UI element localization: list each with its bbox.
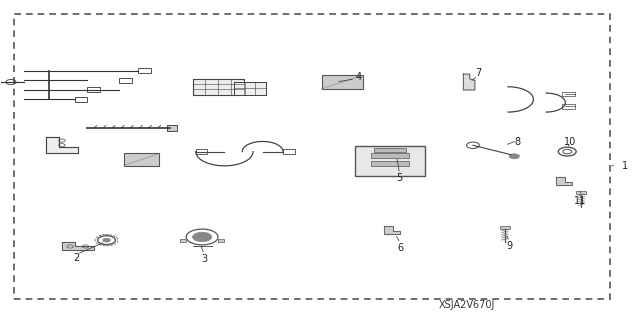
Text: 6: 6 bbox=[397, 243, 403, 253]
Text: XSJA2V670J: XSJA2V670J bbox=[438, 300, 495, 310]
Text: 3: 3 bbox=[201, 254, 207, 264]
Bar bbox=[88, 87, 100, 93]
Bar bbox=[500, 226, 510, 229]
Bar bbox=[374, 148, 406, 152]
Bar bbox=[234, 82, 266, 95]
Polygon shape bbox=[46, 137, 78, 153]
Bar bbox=[371, 161, 409, 166]
Text: 10: 10 bbox=[564, 137, 577, 147]
Bar bbox=[576, 191, 586, 194]
Polygon shape bbox=[62, 242, 94, 250]
Bar bbox=[321, 75, 363, 89]
Polygon shape bbox=[463, 74, 475, 90]
Bar bbox=[218, 239, 225, 242]
Text: 11: 11 bbox=[574, 196, 586, 206]
Bar bbox=[124, 153, 159, 166]
Text: 5: 5 bbox=[397, 174, 403, 183]
Text: 8: 8 bbox=[515, 137, 520, 147]
Bar bbox=[562, 92, 575, 96]
Bar bbox=[138, 69, 151, 73]
Polygon shape bbox=[556, 177, 572, 185]
Text: 2: 2 bbox=[74, 253, 80, 263]
Bar bbox=[283, 149, 294, 154]
Bar bbox=[119, 78, 132, 83]
Polygon shape bbox=[384, 226, 399, 234]
Bar bbox=[193, 79, 244, 95]
Text: 1: 1 bbox=[621, 161, 628, 171]
Text: 9: 9 bbox=[506, 241, 512, 251]
Text: 4: 4 bbox=[355, 72, 362, 82]
Bar bbox=[167, 125, 177, 131]
FancyBboxPatch shape bbox=[355, 146, 425, 176]
Circle shape bbox=[509, 154, 520, 159]
Bar bbox=[371, 153, 409, 158]
Bar bbox=[562, 104, 575, 109]
Text: 7: 7 bbox=[475, 68, 481, 78]
Circle shape bbox=[102, 238, 110, 242]
Bar bbox=[75, 97, 88, 102]
Bar bbox=[180, 239, 186, 242]
Bar bbox=[196, 149, 207, 154]
Circle shape bbox=[193, 232, 212, 242]
